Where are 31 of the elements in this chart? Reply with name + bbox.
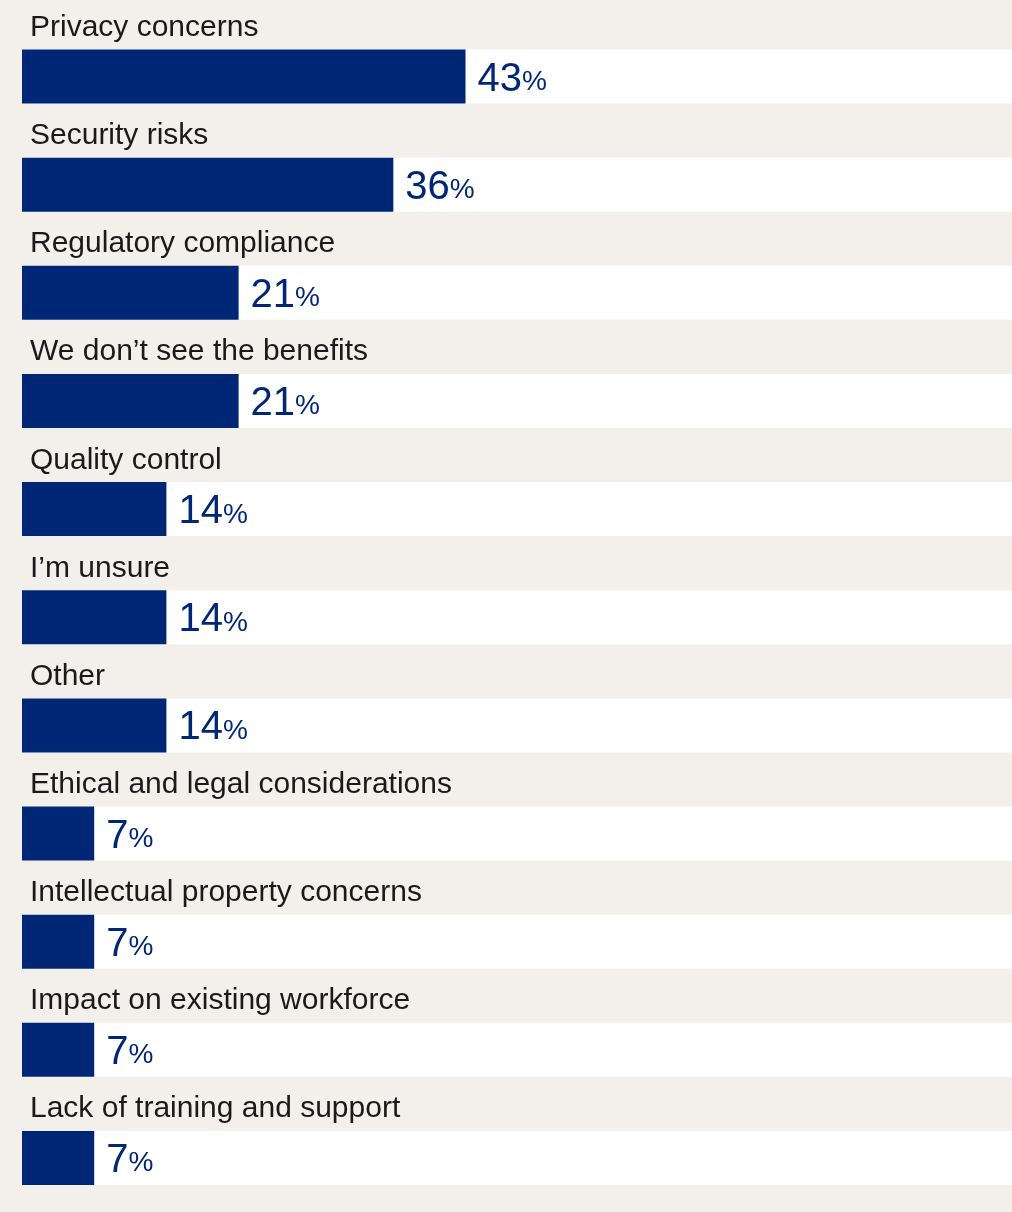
y-tick-label: Regulatory compliance [30, 225, 336, 259]
bar [22, 914, 95, 969]
bar [22, 373, 239, 428]
data-label: 7% [106, 811, 154, 856]
bar [22, 265, 239, 320]
y-tick-label: Security risks [30, 117, 209, 151]
data-label: 14% [178, 487, 248, 532]
data-label: 21% [250, 378, 320, 423]
data-label: 14% [178, 595, 248, 640]
data-label: 36% [405, 162, 475, 207]
data-label: 7% [106, 1027, 154, 1072]
bar [22, 806, 95, 861]
bar [22, 590, 167, 645]
y-tick-label: Intellectual property concerns [30, 874, 422, 908]
y-tick-label: We don’t see the benefits [30, 333, 368, 367]
data-label: 21% [250, 270, 320, 315]
data-label: 14% [178, 703, 248, 748]
y-tick-label: Other [30, 657, 106, 691]
bar [22, 482, 167, 537]
data-label: 7% [106, 1135, 154, 1180]
data-label: 43% [477, 54, 547, 99]
y-tick-label: Lack of training and support [30, 1090, 401, 1124]
data-label: 7% [106, 919, 154, 964]
bar [22, 698, 167, 753]
bar [22, 1022, 95, 1077]
y-tick-label: Impact on existing workforce [30, 982, 411, 1016]
bar [22, 1130, 95, 1185]
y-tick-label: Quality control [30, 441, 222, 475]
y-tick-label: Ethical and legal considerations [30, 766, 452, 800]
y-tick-label: I’m unsure [30, 549, 171, 583]
y-tick-label: Privacy concerns [30, 9, 259, 43]
